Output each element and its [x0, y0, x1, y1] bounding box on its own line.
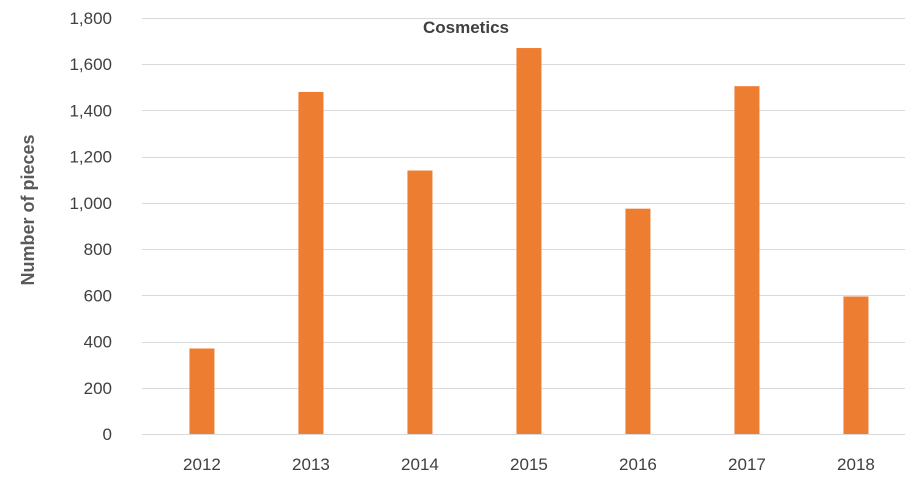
- bar-2013: [298, 91, 324, 434]
- y-tick-label: 0: [103, 425, 112, 444]
- x-tick-label: 2013: [292, 455, 330, 474]
- y-tick-label: 200: [84, 379, 112, 398]
- x-axis-ticks: 2012 2013 2014 2015 2016 2017 2018: [183, 455, 875, 474]
- y-tick-label: 1,200: [69, 148, 112, 167]
- y-tick-label: 800: [84, 240, 112, 259]
- x-tick-label: 2016: [619, 455, 657, 474]
- y-tick-label: 1,800: [69, 9, 112, 28]
- x-tick-label: 2017: [728, 455, 766, 474]
- y-axis-ticks: 0 200 400 600 800 1,000 1,200 1,400 1,600 1,800: [69, 9, 112, 444]
- bar-2012: [189, 348, 215, 434]
- y-axis-title: Number of pieces: [18, 134, 38, 285]
- bars: [189, 48, 869, 435]
- y-tick-label: 1,000: [69, 194, 112, 213]
- y-tick-label: 600: [84, 286, 112, 305]
- chart-title: Cosmetics: [423, 18, 509, 37]
- bar-2016: [625, 208, 651, 434]
- y-tick-label: 400: [84, 333, 112, 352]
- bar-2014: [407, 170, 433, 435]
- x-tick-label: 2014: [401, 455, 439, 474]
- x-tick-label: 2015: [510, 455, 548, 474]
- x-tick-label: 2018: [837, 455, 875, 474]
- y-tick-label: 1,600: [69, 55, 112, 74]
- bar-2017: [734, 86, 760, 434]
- bar-2015: [516, 48, 542, 435]
- bar-2018: [843, 296, 869, 434]
- y-tick-label: 1,400: [69, 101, 112, 120]
- x-tick-label: 2012: [183, 455, 221, 474]
